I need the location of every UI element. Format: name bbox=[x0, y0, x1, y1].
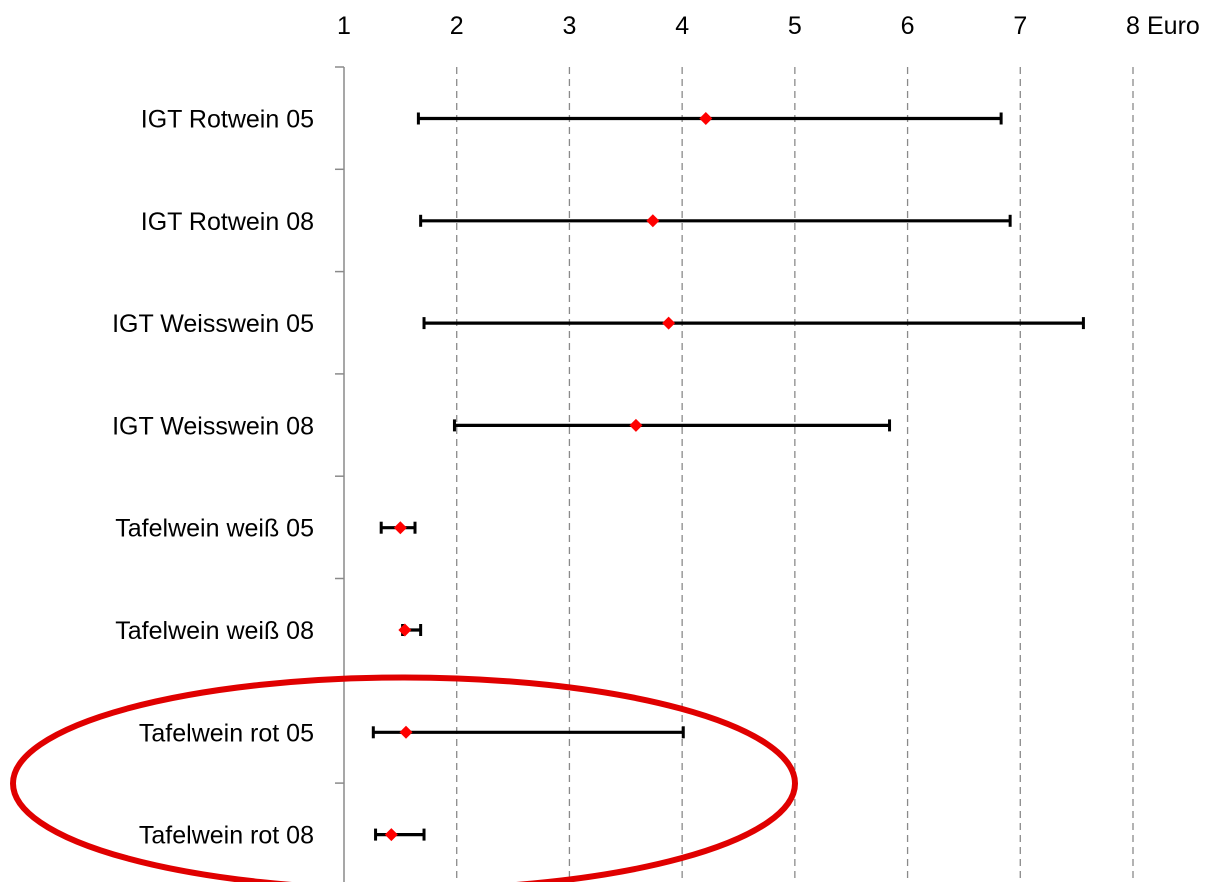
x-tick-label: 7 bbox=[1013, 12, 1027, 40]
mean-marker bbox=[398, 623, 412, 637]
x-tick-label: 1 bbox=[337, 12, 351, 40]
mean-marker bbox=[629, 418, 643, 432]
x-tick-label: 2 bbox=[450, 12, 464, 40]
x-tick-label: 4 bbox=[675, 12, 689, 40]
category-label: IGT Rotwein 05 bbox=[141, 106, 314, 134]
category-label: Tafelwein weiß 08 bbox=[115, 617, 314, 645]
mean-marker bbox=[399, 725, 413, 739]
mean-marker bbox=[393, 521, 407, 535]
mean-series bbox=[384, 112, 713, 842]
mean-marker bbox=[699, 112, 713, 125]
mean-marker bbox=[384, 828, 398, 842]
category-label: IGT Rotwein 08 bbox=[141, 208, 314, 236]
x-axis-unit-label: Euro bbox=[1147, 12, 1200, 40]
category-label: IGT Weisswein 05 bbox=[112, 310, 314, 338]
category-labels: IGT Rotwein 05 IGT Rotwein 08 IGT Weisswei… bbox=[112, 106, 314, 850]
category-label: Tafelwein weiß 05 bbox=[115, 515, 314, 543]
x-axis-tick-labels: 1 2 3 4 5 6 7 8 bbox=[337, 12, 1140, 40]
x-tick-label: 6 bbox=[901, 12, 915, 40]
y-axis bbox=[335, 66, 345, 882]
x-tick-label: 3 bbox=[562, 12, 576, 40]
x-tick-label: 8 bbox=[1126, 12, 1140, 40]
grid-lines bbox=[456, 67, 1134, 882]
highlight-ellipse bbox=[10, 674, 798, 882]
category-label: Tafelwein rot 05 bbox=[139, 719, 314, 747]
mean-marker bbox=[662, 316, 676, 330]
category-label: IGT Weisswein 08 bbox=[112, 412, 314, 440]
category-label: Tafelwein rot 08 bbox=[139, 822, 314, 850]
x-tick-label: 5 bbox=[788, 12, 802, 40]
range-series bbox=[371, 112, 1085, 841]
mean-marker bbox=[646, 214, 660, 228]
